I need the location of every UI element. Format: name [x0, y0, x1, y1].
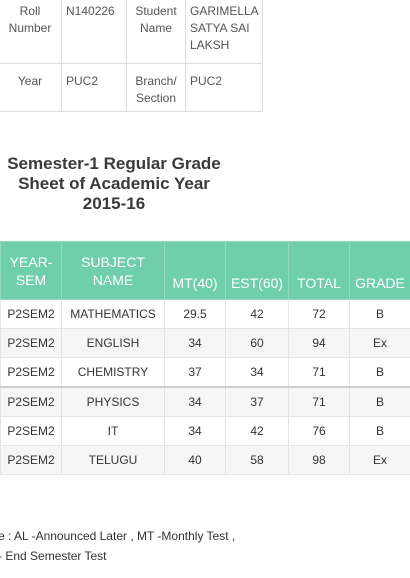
- legend-line: e : AL -Announced Later , MT -Monthly Te…: [0, 529, 236, 543]
- header-mt: MT(40): [164, 241, 226, 300]
- cell-est: 60: [225, 328, 289, 358]
- student-info-row: Roll Number N140226 Student Name GARIMEL…: [0, 0, 264, 64]
- cell-est: 58: [225, 445, 289, 475]
- year-value: PUC2: [61, 63, 127, 112]
- header-subject-name: SUBJECT NAME: [61, 241, 165, 300]
- cell-subject: ENGLISH: [61, 328, 165, 358]
- cell-est: 42: [225, 416, 289, 446]
- cell-mt: 37: [164, 357, 226, 388]
- branch-value: PUC2: [184, 63, 264, 112]
- table-row: P2SEM2 TELUGU 40 58 98 Ex: [0, 445, 410, 475]
- student-info-row: Year PUC2 Branch/ Section PUC2: [0, 63, 264, 112]
- grade-table-header: YEAR-SEM SUBJECT NAME MT(40) EST(60) TOT…: [0, 241, 410, 300]
- student-name-label: Student Name: [126, 0, 186, 64]
- cell-subject: TELUGU: [61, 445, 165, 475]
- cell-year-sem: P2SEM2: [0, 445, 62, 475]
- cell-grade: B: [349, 416, 410, 446]
- cell-subject: IT: [61, 416, 165, 446]
- cell-est: 34: [225, 357, 289, 388]
- roll-number-label: Roll Number: [0, 0, 62, 64]
- cell-subject: CHEMISTRY: [61, 357, 165, 388]
- legend-line: - End Semester Test: [0, 549, 107, 563]
- cell-subject: PHYSICS: [61, 386, 165, 417]
- table-row: P2SEM2 ENGLISH 34 60 94 Ex: [0, 328, 410, 358]
- cell-grade: Ex: [349, 445, 410, 475]
- branch-label: Branch/ Section: [126, 63, 186, 112]
- cell-est: 37: [225, 386, 289, 417]
- cell-year-sem: P2SEM2: [0, 299, 62, 329]
- grade-sheet-title: Semester-1 Regular Grade Sheet of Academ…: [7, 154, 221, 213]
- grade-table: YEAR-SEM SUBJECT NAME MT(40) EST(60) TOT…: [0, 241, 410, 475]
- header-est: EST(60): [225, 241, 289, 300]
- cell-est: 42: [225, 299, 289, 329]
- student-info-table: Roll Number N140226 Student Name GARIMEL…: [0, 0, 264, 112]
- table-row: P2SEM2 CHEMISTRY 37 34 71 B: [0, 357, 410, 388]
- legend-note: e : AL -Announced Later , MT -Monthly Te…: [0, 526, 235, 566]
- year-label: Year: [0, 63, 62, 112]
- cell-mt: 34: [164, 416, 226, 446]
- cell-total: 76: [288, 416, 350, 446]
- cell-grade: B: [349, 357, 410, 388]
- cell-subject: MATHEMATICS: [61, 299, 165, 329]
- table-row: P2SEM2 IT 34 42 76 B: [0, 416, 410, 446]
- cell-year-sem: P2SEM2: [0, 328, 62, 358]
- student-name-value: GARIMELLA SATYA SAI LAKSH: [184, 0, 264, 64]
- header-year-sem: YEAR-SEM: [0, 241, 62, 300]
- cell-total: 71: [288, 357, 350, 388]
- cell-mt: 34: [164, 386, 226, 417]
- header-total: TOTAL: [288, 241, 350, 300]
- cell-year-sem: P2SEM2: [0, 416, 62, 446]
- cell-year-sem: P2SEM2: [0, 357, 62, 388]
- cell-year-sem: P2SEM2: [0, 386, 62, 417]
- cell-total: 72: [288, 299, 350, 329]
- cell-mt: 34: [164, 328, 226, 358]
- header-grade: GRADE: [349, 241, 410, 300]
- cell-grade: Ex: [349, 328, 410, 358]
- cell-grade: B: [349, 299, 410, 329]
- roll-number-value: N140226: [61, 0, 127, 64]
- cell-mt: 29.5: [164, 299, 226, 329]
- table-row: P2SEM2 PHYSICS 34 37 71 B: [0, 386, 410, 417]
- cell-grade: B: [349, 386, 410, 417]
- cell-mt: 40: [164, 445, 226, 475]
- table-row: P2SEM2 MATHEMATICS 29.5 42 72 B: [0, 299, 410, 329]
- cell-total: 71: [288, 386, 350, 417]
- cell-total: 94: [288, 328, 350, 358]
- cell-total: 98: [288, 445, 350, 475]
